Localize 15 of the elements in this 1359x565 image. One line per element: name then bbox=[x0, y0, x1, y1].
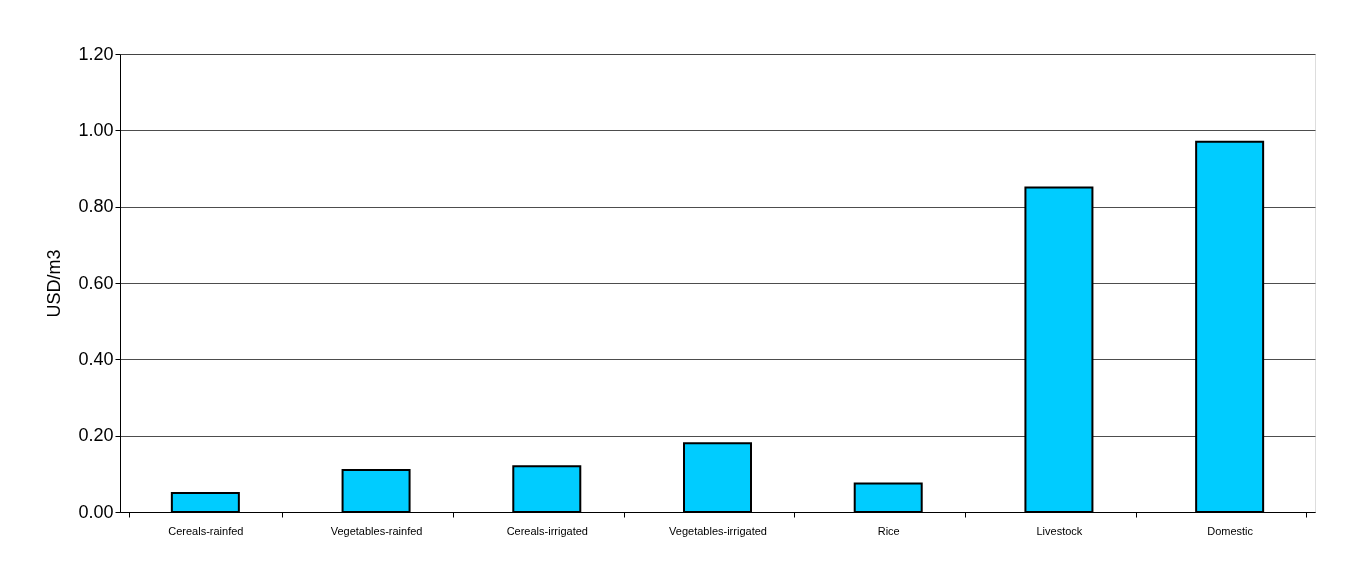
y-tick-label: 1.00 bbox=[78, 119, 114, 140]
y-tick-label: 0.40 bbox=[78, 348, 114, 369]
y-tick-label: 0.80 bbox=[78, 196, 114, 217]
y-axis-title: USD/m3 bbox=[44, 249, 65, 318]
x-tick-label: Vegetables-irrigated bbox=[669, 524, 767, 537]
y-tick-label: 0.60 bbox=[78, 272, 114, 293]
y-tick-label: 1.20 bbox=[78, 43, 114, 64]
x-tick-label: Cereals-irrigated bbox=[506, 524, 588, 537]
x-tick-label: Cereals-rainfed bbox=[168, 524, 244, 537]
x-tick-label: Livestock bbox=[1036, 524, 1083, 537]
y-tick-label: 0.00 bbox=[78, 501, 114, 522]
x-tick-label: Rice bbox=[877, 524, 900, 537]
x-tick-label: Vegetables-rainfed bbox=[330, 524, 423, 537]
x-tick-label: Domestic bbox=[1207, 524, 1254, 537]
y-tick-label: 0.20 bbox=[78, 425, 114, 446]
